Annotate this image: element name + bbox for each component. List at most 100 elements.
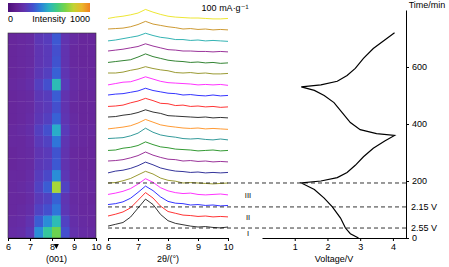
colorbar	[8, 3, 90, 12]
heatmap-cell	[52, 147, 61, 159]
xrd-pattern	[108, 67, 228, 74]
heatmap-cell	[8, 192, 17, 204]
tick-label: 1	[293, 242, 298, 252]
xrd-x-axis-tick: 8	[166, 238, 171, 252]
colorbar-label: Intensity	[32, 14, 66, 24]
tick-label: 600	[412, 62, 427, 72]
xrd-pattern	[108, 88, 228, 96]
heatmap-cell	[26, 170, 35, 182]
heatmap-cell	[52, 181, 61, 193]
heatmap-cell	[61, 204, 70, 216]
heatmap-cell	[8, 113, 17, 125]
heatmap-cell	[61, 67, 70, 79]
heatmap-cell	[87, 33, 96, 45]
heatmap-cell	[78, 90, 87, 102]
heatmap-cell	[70, 215, 79, 227]
tick-mark	[406, 181, 409, 182]
voltage-x-axis-tick: 1	[293, 238, 298, 252]
heatmap-cell	[8, 67, 17, 79]
tick-label: 10	[91, 242, 101, 252]
heatmap-cell	[87, 44, 96, 56]
heatmap-cell	[43, 158, 52, 170]
heatmap-cell	[61, 170, 70, 182]
heatmap-cell	[61, 90, 70, 102]
stage-line	[108, 206, 406, 207]
heatmap-cell	[61, 79, 70, 91]
heatmap-cell	[87, 147, 96, 159]
heatmap-cell	[26, 147, 35, 159]
heatmap-cell	[61, 158, 70, 170]
tick-mark	[295, 238, 296, 241]
peak-arrow	[54, 244, 59, 249]
heatmap-cell	[43, 90, 52, 102]
current-density-label: 100 mA·g⁻¹	[202, 3, 249, 13]
heatmap-cell	[43, 113, 52, 125]
heatmap-cell	[78, 204, 87, 216]
heatmap-cell	[17, 124, 26, 136]
heatmap-cell	[43, 56, 52, 68]
heatmap-cell	[17, 192, 26, 204]
figure: 67891001000Intensity(001)6789102θ/(°)100…	[0, 0, 449, 267]
heatmap-cell	[34, 33, 43, 45]
voltage-curve	[301, 33, 394, 238]
heatmap-cell	[52, 67, 61, 79]
heatmap-cell	[70, 90, 79, 102]
tick-label: 7	[28, 242, 33, 252]
heatmap-x-axis-tick: 8	[50, 238, 55, 252]
stage-label: 2.55 V	[411, 223, 437, 233]
heatmap-cell	[78, 227, 87, 238]
xrd-patterns	[108, 9, 228, 227]
heatmap-cell	[26, 215, 35, 227]
time-y-axis: 0200400600	[406, 11, 427, 244]
figure-svg: 67891001000Intensity(001)6789102θ/(°)100…	[0, 0, 449, 267]
tick-mark	[108, 238, 109, 241]
heatmap-cell	[52, 90, 61, 102]
colorbar-tick-label: 0	[8, 14, 13, 24]
heatmap-cell	[26, 227, 35, 238]
heatmap-cell	[8, 158, 17, 170]
xrd-pattern	[108, 152, 228, 162]
heatmap-cell	[52, 101, 61, 113]
heatmap-cell	[17, 204, 26, 216]
tick-label: 7	[136, 242, 141, 252]
heatmap-cell	[34, 124, 43, 136]
heatmap-cell	[17, 67, 26, 79]
heatmap-cell	[87, 170, 96, 182]
xrd-pattern	[108, 110, 228, 118]
heatmap-cell	[26, 33, 35, 45]
tick-mark	[168, 238, 169, 241]
xrd-x-axis-tick: 9	[196, 238, 201, 252]
x-axis-title: Voltage/V	[315, 254, 354, 264]
heatmap-cell	[8, 204, 17, 216]
xrd-pattern	[108, 98, 228, 107]
tick-mark	[360, 238, 361, 241]
heatmap-cell	[17, 158, 26, 170]
heatmap-cell	[26, 124, 35, 136]
heatmap-cell	[78, 33, 87, 45]
heatmap-cell	[43, 204, 52, 216]
time-y-axis-tick: 600	[406, 62, 427, 72]
heatmap-cell	[70, 227, 79, 238]
xrd-pattern	[108, 44, 228, 52]
heatmap-cell	[26, 79, 35, 91]
xrd-pattern	[108, 171, 228, 184]
heatmap-cell	[34, 136, 43, 148]
heatmap-cell	[70, 124, 79, 136]
heatmap-cell	[17, 44, 26, 56]
xrd-pattern	[108, 77, 228, 86]
heatmap-cell	[8, 215, 17, 227]
heatmap-cell	[52, 124, 61, 136]
heatmap-cell	[87, 79, 96, 91]
heatmap-cell	[61, 215, 70, 227]
heatmap-cell	[52, 79, 61, 91]
heatmap-cell	[61, 56, 70, 68]
tick-mark	[327, 238, 328, 241]
xrd-pattern	[108, 119, 228, 129]
heatmap-cell	[70, 136, 79, 148]
heatmap-x-axis: 678910	[6, 238, 102, 252]
tick-mark	[406, 124, 409, 125]
x-axis-title: 2θ/(°)	[157, 254, 179, 264]
heatmap-cell	[78, 44, 87, 56]
heatmap-cell	[70, 170, 79, 182]
tick-label: 9	[72, 242, 77, 252]
